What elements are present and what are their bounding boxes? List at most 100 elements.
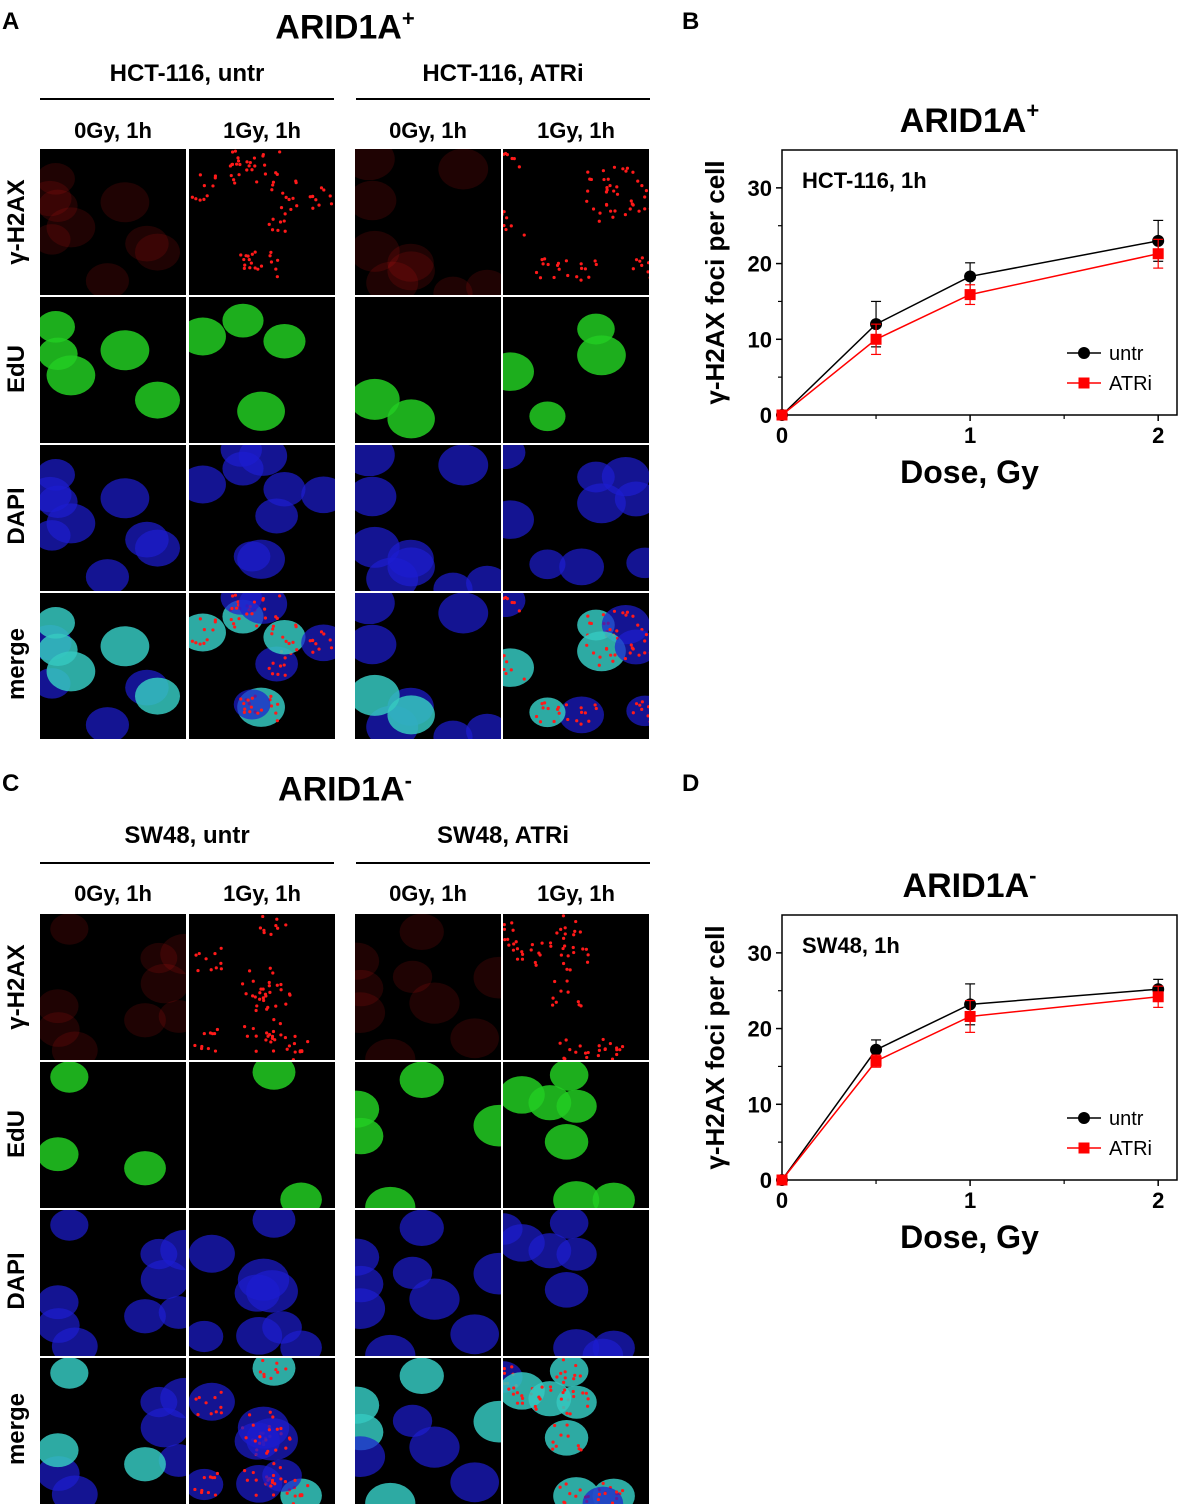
y-axis-label: γ-H2AX foci per cell [700,925,730,1169]
panel-a-row-label-dapi: DAPI [3,443,31,589]
y-tick-label: 10 [748,327,772,352]
y-axis-label: γ-H2AX foci per cell [700,160,730,404]
x-tick-label: 2 [1152,1188,1164,1213]
x-tick-label: 1 [964,423,976,448]
micrograph-dapi-4 [503,445,649,591]
panel-a-title-main: ARID1A [275,8,402,46]
micrograph-edu-2 [189,297,335,443]
micrograph-merge-2 [189,593,335,739]
data-point-ATRi [1153,248,1164,259]
micrograph-h2ax-2 [189,149,335,295]
y-tick-label: 20 [748,1017,772,1042]
micrograph-dapi-2 [189,445,335,591]
legend-marker-ATRi [1079,378,1090,389]
panel-letter-a: A [2,8,19,36]
micrograph-h2ax-4 [503,149,649,295]
micrograph-edu-1 [40,297,186,443]
panel-c-divider-untr [40,862,334,864]
data-point-ATRi [777,410,788,421]
legend-label-ATRi: ATRi [1109,1138,1152,1160]
legend-marker-untr [1078,1112,1090,1124]
panel-c-title: ARID1A- [145,768,545,809]
x-tick-label: 1 [964,1188,976,1213]
chart-title: ARID1A- [903,863,1037,905]
chart-title-main: ARID1A [903,867,1030,905]
panel-a-divider-untr [40,98,334,100]
micrograph-merge-1 [40,1358,186,1504]
panel-a-title-sup: + [402,6,415,31]
y-tick-label: 30 [748,941,772,966]
chart-annotation: SW48, 1h [802,933,900,958]
panel-c-row-label-dapi: DAPI [3,1208,31,1354]
panel-c-condition-atri: SW48, ATRi [356,822,650,850]
panel-c-subcol-4: 1Gy, 1h [503,881,649,907]
micrograph-h2ax-3 [355,914,501,1060]
x-axis-label: Dose, Gy [900,454,1039,490]
micrograph-merge-4 [503,593,649,739]
panel-a-condition-atri: HCT-116, ATRi [356,60,650,88]
chart-title-sup: + [1026,98,1039,123]
data-point-ATRi [871,334,882,345]
micrograph-edu-3 [355,297,501,443]
chart-title-sup: - [1029,863,1036,888]
y-tick-label: 30 [748,176,772,201]
micrograph-dapi-1 [40,445,186,591]
data-point-ATRi [871,1056,882,1067]
x-tick-label: 0 [776,1188,788,1213]
panel-c-row-label-edu: EdU [3,1061,31,1207]
panel-c-row-label-h2ax: γ-H2AX [3,914,31,1060]
micrograph-h2ax-2 [189,914,335,1060]
panel-a-row-label-edu: EdU [3,296,31,442]
micrograph-edu-4 [503,297,649,443]
legend-label-untr: untr [1109,343,1144,365]
panel-letter-d: D [682,770,699,798]
data-point-ATRi [965,289,976,300]
panel-c-title-main: ARID1A [278,770,405,808]
panel-a-divider-atri [356,98,650,100]
data-point-untr [870,1044,882,1056]
micrograph-merge-2 [189,1358,335,1504]
data-point-ATRi [1153,991,1164,1002]
y-tick-label: 10 [748,1092,772,1117]
x-axis-label: Dose, Gy [900,1219,1039,1255]
panel-a-row-label-merge: merge [3,591,31,737]
data-point-ATRi [777,1175,788,1186]
legend-marker-ATRi [1079,1143,1090,1154]
panel-a-condition-untr: HCT-116, untr [40,60,334,88]
panel-c-subcol-3: 0Gy, 1h [355,881,501,907]
panel-letter-c: C [2,770,19,798]
micrograph-merge-3 [355,1358,501,1504]
micrograph-edu-1 [40,1062,186,1208]
micrograph-h2ax-1 [40,149,186,295]
micrograph-h2ax-1 [40,914,186,1060]
data-point-untr [964,270,976,282]
panel-a-subcol-3: 0Gy, 1h [355,118,501,144]
x-tick-label: 2 [1152,423,1164,448]
panel-a-subcol-1: 0Gy, 1h [40,118,186,144]
micrograph-edu-3 [355,1062,501,1208]
panel-a-subcol-4: 1Gy, 1h [503,118,649,144]
panel-a-row-label-h2ax: γ-H2AX [3,149,31,295]
chart-title-main: ARID1A [900,102,1027,140]
legend-label-untr: untr [1109,1108,1144,1130]
y-tick-label: 20 [748,252,772,277]
micrograph-dapi-3 [355,1210,501,1356]
panel-a-title: ARID1A+ [145,6,545,47]
micrograph-h2ax-3 [355,149,501,295]
data-point-ATRi [965,1011,976,1022]
legend-label-ATRi: ATRi [1109,373,1152,395]
panel-c-subcol-2: 1Gy, 1h [189,881,335,907]
micrograph-h2ax-4 [503,914,649,1060]
panel-a-subcol-2: 1Gy, 1h [189,118,335,144]
micrograph-edu-4 [503,1062,649,1208]
panel-letter-b: B [682,8,699,36]
panel-c-divider-atri [356,862,650,864]
micrograph-dapi-4 [503,1210,649,1356]
panel-c-condition-untr: SW48, untr [40,822,334,850]
panel-c-title-sup: - [405,768,412,793]
micrograph-merge-3 [355,593,501,739]
chart-title: ARID1A+ [900,98,1039,140]
micrograph-dapi-3 [355,445,501,591]
